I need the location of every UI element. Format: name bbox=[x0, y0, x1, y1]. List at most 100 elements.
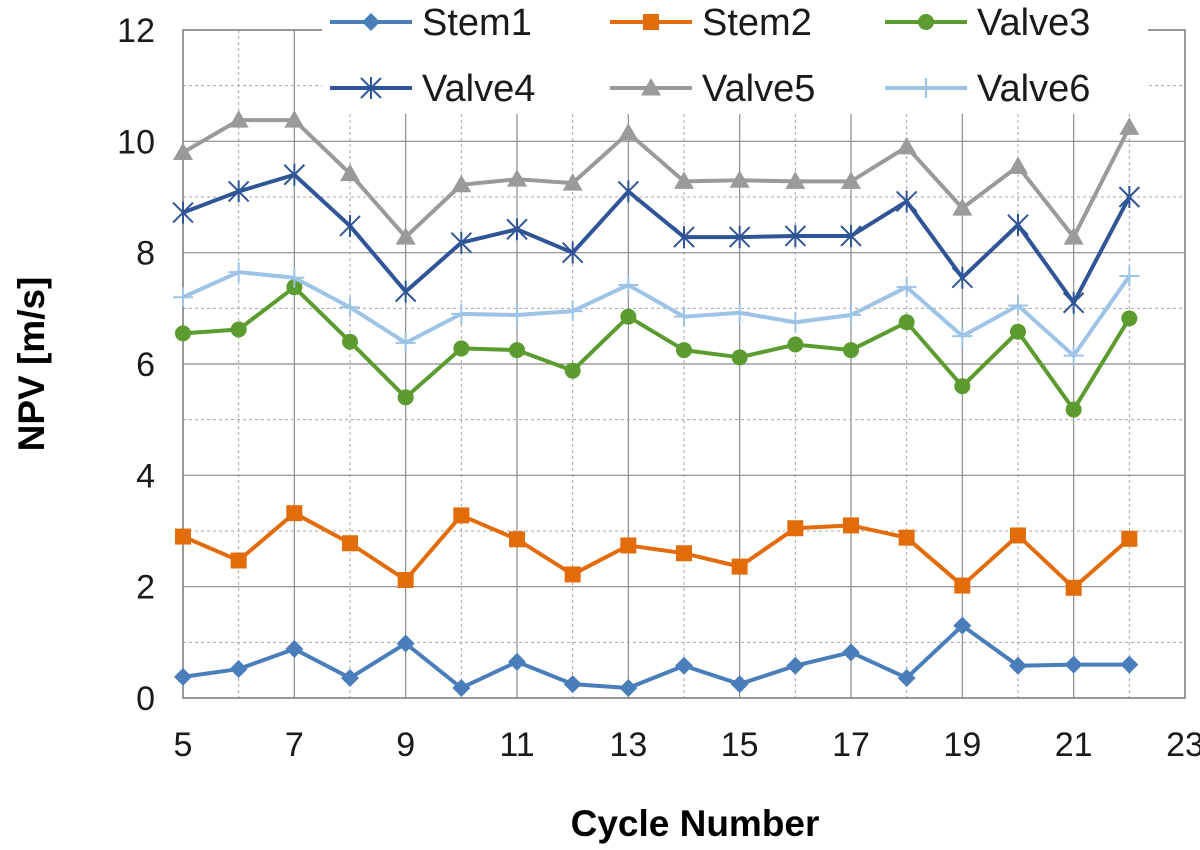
data-point-valve4 bbox=[394, 280, 417, 303]
data-point-valve3 bbox=[175, 325, 191, 342]
data-point-valve5 bbox=[952, 198, 973, 216]
x-tick-label: 21 bbox=[1055, 726, 1093, 764]
data-point-stem1 bbox=[730, 675, 749, 694]
data-point-valve6 bbox=[729, 302, 750, 323]
data-point-valve4 bbox=[951, 266, 974, 289]
legend-label: Valve3 bbox=[977, 2, 1090, 44]
data-point-valve4 bbox=[1062, 291, 1085, 314]
data-point-valve6 bbox=[1008, 295, 1028, 316]
data-point-valve4 bbox=[840, 224, 862, 247]
data-point-valve5 bbox=[1063, 227, 1084, 245]
data-point-stem1 bbox=[897, 668, 916, 687]
data-point-stem2 bbox=[954, 577, 971, 594]
data-point-valve4 bbox=[784, 224, 807, 247]
data-point-valve5 bbox=[1008, 156, 1028, 174]
data-point-stem2 bbox=[509, 531, 525, 548]
data-point-stem1 bbox=[1009, 656, 1027, 675]
data-point-stem2 bbox=[1010, 527, 1026, 544]
data-point-valve4 bbox=[561, 241, 584, 264]
data-point-stem2 bbox=[342, 535, 358, 552]
legend-item-stem2: Stem2 bbox=[610, 2, 812, 44]
data-point-valve5 bbox=[451, 174, 472, 193]
data-point-valve6 bbox=[562, 301, 583, 322]
data-point-valve5 bbox=[340, 163, 360, 182]
data-point-stem1 bbox=[452, 678, 471, 697]
x-tick-label: 5 bbox=[174, 726, 193, 764]
y-axis-title: NPV [m/s] bbox=[11, 277, 52, 452]
data-point-valve5 bbox=[395, 227, 416, 245]
series-stem1 bbox=[174, 616, 1139, 697]
data-point-stem2 bbox=[787, 520, 804, 537]
legend-item-valve3: Valve3 bbox=[885, 2, 1090, 44]
x-tick-label: 23 bbox=[1166, 726, 1200, 764]
y-tick-label: 2 bbox=[136, 569, 155, 607]
series-valve5 bbox=[173, 110, 1140, 245]
y-tick-label: 10 bbox=[117, 123, 155, 161]
data-point-valve3 bbox=[843, 342, 859, 359]
data-point-valve4 bbox=[283, 163, 306, 186]
data-point-valve5 bbox=[729, 170, 750, 188]
data-point-valve4 bbox=[1007, 213, 1029, 236]
data-point-valve4 bbox=[227, 180, 250, 203]
data-point-valve6 bbox=[451, 303, 472, 324]
x-axis-title: Cycle Number bbox=[571, 803, 820, 844]
data-point-valve6 bbox=[618, 274, 639, 295]
x-tick-label: 19 bbox=[943, 726, 981, 764]
series-valve4 bbox=[172, 163, 1141, 314]
data-point-valve5 bbox=[1119, 117, 1140, 135]
data-point-valve5 bbox=[618, 122, 639, 141]
data-point-valve3 bbox=[453, 340, 470, 357]
series-line-valve6 bbox=[182, 270, 1131, 358]
legend-item-valve6: Valve6 bbox=[885, 68, 1090, 110]
data-point-valve5 bbox=[228, 110, 249, 128]
y-tick-label: 4 bbox=[136, 457, 155, 495]
data-point-valve6 bbox=[284, 267, 305, 288]
legend-marker bbox=[360, 77, 382, 99]
data-point-valve3 bbox=[787, 336, 804, 353]
data-point-valve4 bbox=[450, 231, 473, 254]
data-point-valve6 bbox=[173, 287, 193, 308]
data-point-valve4 bbox=[728, 226, 751, 249]
data-point-valve3 bbox=[731, 349, 748, 366]
data-point-valve5 bbox=[173, 142, 193, 160]
data-point-stem1 bbox=[396, 634, 415, 653]
data-point-valve6 bbox=[228, 262, 249, 283]
legend-label: Valve5 bbox=[702, 68, 815, 110]
x-tick-label: 13 bbox=[609, 726, 647, 764]
data-point-valve4 bbox=[506, 218, 528, 241]
legend: Stem1 Stem2 Valve3 Valve4 Valve5 Valve6 bbox=[330, 2, 1090, 110]
data-point-valve3 bbox=[342, 333, 358, 350]
data-point-valve4 bbox=[617, 180, 640, 203]
series-line-valve5 bbox=[181, 118, 1132, 240]
data-point-valve4 bbox=[673, 226, 695, 249]
data-point-valve6 bbox=[1063, 345, 1084, 366]
data-point-stem1 bbox=[786, 656, 805, 675]
data-point-valve4 bbox=[895, 190, 918, 213]
data-point-stem1 bbox=[229, 660, 248, 679]
data-point-valve6 bbox=[1119, 266, 1140, 287]
y-tick-label: 12 bbox=[117, 12, 155, 50]
data-point-valve3 bbox=[1065, 401, 1082, 418]
x-tick-label: 11 bbox=[499, 726, 534, 764]
data-point-valve3 bbox=[230, 321, 247, 338]
y-axis-tick-labels: 0 2 4 6 8 10 12 bbox=[117, 12, 155, 718]
series-stem2 bbox=[175, 505, 1138, 596]
data-point-valve3 bbox=[564, 362, 581, 379]
data-point-valve4 bbox=[339, 214, 361, 237]
y-tick-label: 6 bbox=[136, 346, 155, 384]
legend-marker bbox=[362, 13, 380, 31]
data-point-valve6 bbox=[785, 312, 806, 333]
data-point-valve6 bbox=[952, 326, 973, 347]
series-line-valve3 bbox=[182, 285, 1132, 412]
legend-label: Valve6 bbox=[977, 68, 1090, 110]
legend-marker bbox=[916, 78, 936, 98]
series-line-stem2 bbox=[182, 511, 1131, 590]
series-valve3 bbox=[175, 279, 1138, 418]
data-point-stem2 bbox=[564, 566, 581, 583]
data-point-stem2 bbox=[843, 517, 859, 534]
data-point-stem2 bbox=[286, 505, 303, 522]
data-point-stem1 bbox=[842, 643, 860, 662]
data-point-stem1 bbox=[1064, 655, 1083, 674]
data-point-stem1 bbox=[1120, 655, 1139, 674]
data-point-stem2 bbox=[898, 529, 915, 546]
